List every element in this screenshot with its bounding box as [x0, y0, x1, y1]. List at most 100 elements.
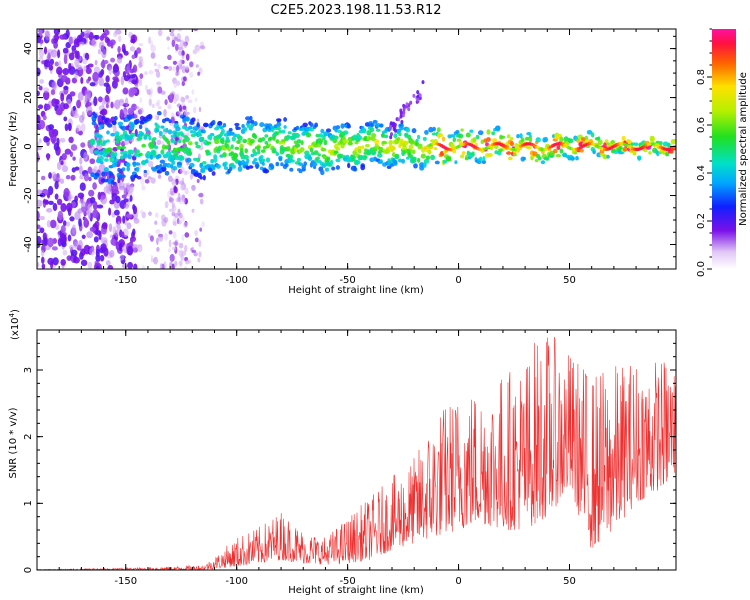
spectrogram-cell	[191, 208, 195, 213]
spectrogram-cell	[237, 166, 243, 172]
spectrogram-cell	[185, 53, 190, 61]
spectrogram-cell	[47, 257, 55, 266]
spectrogram-cell	[378, 123, 384, 128]
spectrogram-cell	[99, 155, 104, 162]
spectrogram-cell	[182, 76, 187, 82]
spectrogram-cell	[148, 98, 152, 107]
spectrogram-cell	[121, 263, 128, 269]
spectrogram-cell	[171, 263, 175, 269]
spectrogram-cell	[60, 92, 65, 102]
spectrogram-cell	[177, 208, 181, 216]
spectrogram-cell	[431, 132, 437, 136]
spectrogram-cell	[127, 245, 134, 256]
spectrogram-cell	[499, 135, 506, 139]
spectrogram-cell	[97, 134, 103, 139]
spectrogram-cell	[135, 118, 140, 124]
spectrogram-cell	[100, 60, 106, 69]
spectrogram-cell	[187, 141, 193, 146]
spectrogram-cell	[157, 64, 162, 69]
spectrogram-cell	[89, 158, 96, 165]
spectrogram-cell	[156, 247, 160, 252]
spectrogram-cell	[137, 244, 143, 248]
spectrogram-cell	[138, 152, 143, 157]
spectrogram-cell	[326, 156, 331, 162]
spectrogram-cell	[54, 61, 59, 67]
spectrogram-cell	[568, 138, 574, 144]
spectrogram-cell	[92, 209, 99, 219]
spectrogram-cell	[96, 204, 104, 209]
spectrogram-cell	[581, 137, 586, 142]
spectrogram-cell	[122, 153, 128, 159]
spectrogram-cell	[395, 128, 402, 134]
spectrogram-cell	[152, 136, 157, 141]
spectrogram-cell	[150, 40, 154, 49]
spectrogram-cell	[148, 36, 152, 45]
spectrogram-cell	[374, 139, 380, 145]
spectrogram-cell	[80, 77, 84, 84]
spectrogram-cell	[199, 162, 203, 167]
spectrogram-cell	[244, 148, 248, 154]
spectrogram-cell	[101, 32, 107, 39]
spectrogram-cell	[141, 265, 146, 269]
spectrogram-cell	[320, 128, 325, 134]
spectrogram-cell	[143, 169, 147, 174]
spectrogram-cell	[275, 151, 279, 157]
spectrogram-cell	[141, 143, 147, 148]
spectrogram-cell	[199, 227, 203, 232]
spectrogram-cell	[168, 230, 173, 235]
spectrogram-cell	[130, 132, 136, 138]
spectrogram-cell	[252, 160, 256, 165]
spectrogram-cell	[347, 162, 351, 169]
spectrogram-cell	[74, 211, 81, 221]
spectrogram-cell	[95, 254, 101, 262]
spectrogram-cell	[401, 158, 406, 164]
spectrogram-cell	[475, 134, 480, 140]
spectrogram-cell	[325, 128, 332, 133]
spectrogram-cell	[154, 212, 159, 218]
spectrogram-cell	[477, 130, 484, 136]
spectrogram-cell	[118, 99, 125, 107]
spectrogram-cell	[47, 237, 54, 248]
spectrogram-cell	[174, 36, 178, 41]
spectrogram-cell	[333, 150, 339, 154]
spectrogram-cell	[122, 87, 129, 95]
spectrogram-cell	[308, 127, 315, 132]
colorbar: 0.0 0.2 0.4 0.6 0.8 Normalized spectral ampl…	[696, 28, 749, 277]
spectrogram-cell	[164, 117, 170, 122]
spectrogram-cell	[339, 138, 343, 145]
spectrogram-cell	[78, 41, 85, 46]
spectrogram-cell	[391, 146, 396, 151]
spectrogram-cell	[99, 124, 105, 128]
spectrogram-cell	[227, 146, 232, 152]
x-tick-label: -150	[114, 576, 137, 587]
spectrogram-cell	[390, 132, 393, 137]
spectrogram-cell	[554, 135, 560, 140]
spectrogram-cell	[179, 184, 185, 191]
spectrogram-cell	[324, 167, 330, 172]
spectrogram-cell	[122, 140, 130, 145]
spectrogram-cell	[48, 124, 55, 130]
spectrogram-cell	[213, 157, 218, 163]
spectrogram-cell	[111, 184, 119, 194]
x-tick-label: 0	[455, 576, 461, 587]
spectrogram-cell	[119, 109, 124, 118]
spectrogram-cell	[134, 162, 141, 166]
spectrogram-cell	[191, 184, 196, 191]
snr-x-label: Height of straight line (km)	[288, 585, 424, 596]
spectrogram-cell	[144, 84, 148, 92]
spectrogram-cell	[38, 46, 43, 52]
spectrogram-cell	[199, 198, 204, 205]
spectrogram-cell	[215, 163, 221, 169]
spectrogram-cell	[298, 169, 303, 174]
spectrogram-cell	[105, 260, 111, 266]
spectrogram-cell	[60, 225, 66, 234]
spectrogram-cell	[519, 133, 523, 139]
spectrogram-cell	[148, 135, 152, 141]
spectrogram-cell	[643, 148, 648, 153]
spectrogram-cell	[194, 229, 198, 237]
spectrogram-cell	[155, 164, 160, 170]
spectrogram-cell	[80, 123, 86, 133]
spectrogram-cell	[243, 154, 249, 160]
spectrogram-cell	[92, 71, 99, 82]
spectrogram-cell	[122, 48, 127, 54]
